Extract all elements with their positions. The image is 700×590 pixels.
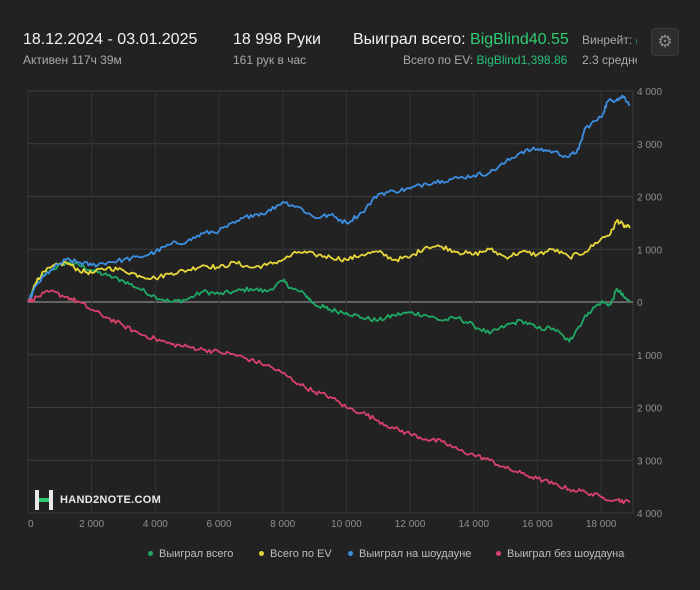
date-range: 18.12.2024 - 03.01.2025 — [23, 31, 198, 48]
ev-total: Всего по EV: BigBlind1,398.86 — [403, 53, 567, 67]
series-line-0 — [27, 261, 631, 343]
winrate-block: Винрейт: ( 2.3 средне — [582, 28, 637, 72]
won-total: Выиграл всего: BigBlind40.55 — [353, 31, 569, 49]
active-time: Активен 117ч 39м — [23, 53, 122, 67]
x-tick-label: 2 000 — [79, 519, 104, 530]
x-tick-label: 0 — [28, 519, 34, 530]
series-line-1 — [27, 219, 631, 303]
x-tick-label: 8 000 — [270, 519, 295, 530]
chart-area: 4 000 3 000 2 000 1 000 0 1 000 2 000 3 000 4 00… — [0, 80, 700, 585]
grid — [27, 90, 634, 514]
ev-total-value: BigBlind1,398.86 — [476, 53, 568, 67]
y-tick-label: 4 000 — [637, 87, 662, 98]
y-tick-label: 1 000 — [637, 351, 662, 362]
x-tick-label: 14 000 — [458, 519, 489, 530]
ev-total-label: Всего по EV: — [403, 53, 474, 67]
legend-label: Выиграл на шоудауне — [359, 548, 472, 560]
series-line-2 — [28, 94, 631, 303]
winrate-label: Винрейт: — [582, 33, 633, 47]
series-line-3 — [27, 289, 631, 505]
legend-item-showdown[interactable]: Выиграл на шоудауне — [348, 548, 471, 560]
axes: 4 000 3 000 2 000 1 000 0 1 000 2 000 3 000 4 00… — [28, 87, 662, 530]
y-tick-label: 2 000 — [637, 404, 662, 415]
legend-dot — [259, 550, 264, 556]
winrate-value: ( — [636, 33, 637, 47]
chart-legend: Выиграл всего Всего по EV Выиграл на шоу… — [0, 548, 700, 562]
winrate-sub: 2.3 средне — [582, 53, 637, 67]
y-tick-label: 3 000 — [637, 456, 662, 467]
legend-dot — [348, 550, 353, 556]
y-tick-label: 3 000 — [637, 140, 662, 151]
legend-item-won-total[interactable]: Выиграл всего — [148, 548, 233, 560]
legend-item-ev-total[interactable]: Всего по EV — [259, 548, 332, 560]
won-total-value: BigBlind40.55 — [470, 31, 569, 48]
winrate: Винрейт: ( — [582, 33, 637, 47]
x-tick-label: 6 000 — [207, 519, 232, 530]
y-tick-label: 1 000 — [637, 245, 662, 256]
hands-total: 18 998 Руки — [233, 31, 321, 48]
hand2note-logo: HAND2NOTE.COM — [34, 488, 161, 512]
won-total-label: Выиграл всего: — [353, 31, 466, 48]
h2n-logo-icon — [35, 490, 53, 510]
line-chart: 4 000 3 000 2 000 1 000 0 1 000 2 000 3 000 4 00… — [27, 87, 662, 530]
x-tick-label: 10 000 — [331, 519, 362, 530]
x-tick-label: 4 000 — [143, 519, 168, 530]
stats-header: 18.12.2024 - 03.01.2025 Активен 117ч 39м… — [0, 0, 700, 80]
y-tick-label: 0 — [637, 298, 643, 309]
hands-per-hour: 161 рук в час — [233, 53, 307, 67]
legend-dot — [496, 550, 501, 556]
y-tick-label: 4 000 — [637, 509, 662, 520]
legend-dot — [148, 550, 153, 556]
x-tick-label: 16 000 — [522, 519, 553, 530]
legend-label: Всего по EV — [270, 548, 332, 560]
x-tick-label: 12 000 — [395, 519, 426, 530]
legend-label: Выиграл без шоудауна — [507, 548, 625, 560]
x-tick-label: 18 000 — [586, 519, 617, 530]
series-group — [27, 94, 631, 505]
logo-text: HAND2NOTE.COM — [60, 494, 162, 506]
legend-item-non-showdown[interactable]: Выиграл без шоудауна — [496, 548, 624, 560]
legend-label: Выиграл всего — [159, 548, 234, 560]
gear-icon[interactable]: ⚙ — [651, 28, 679, 56]
y-tick-label: 2 000 — [637, 193, 662, 204]
